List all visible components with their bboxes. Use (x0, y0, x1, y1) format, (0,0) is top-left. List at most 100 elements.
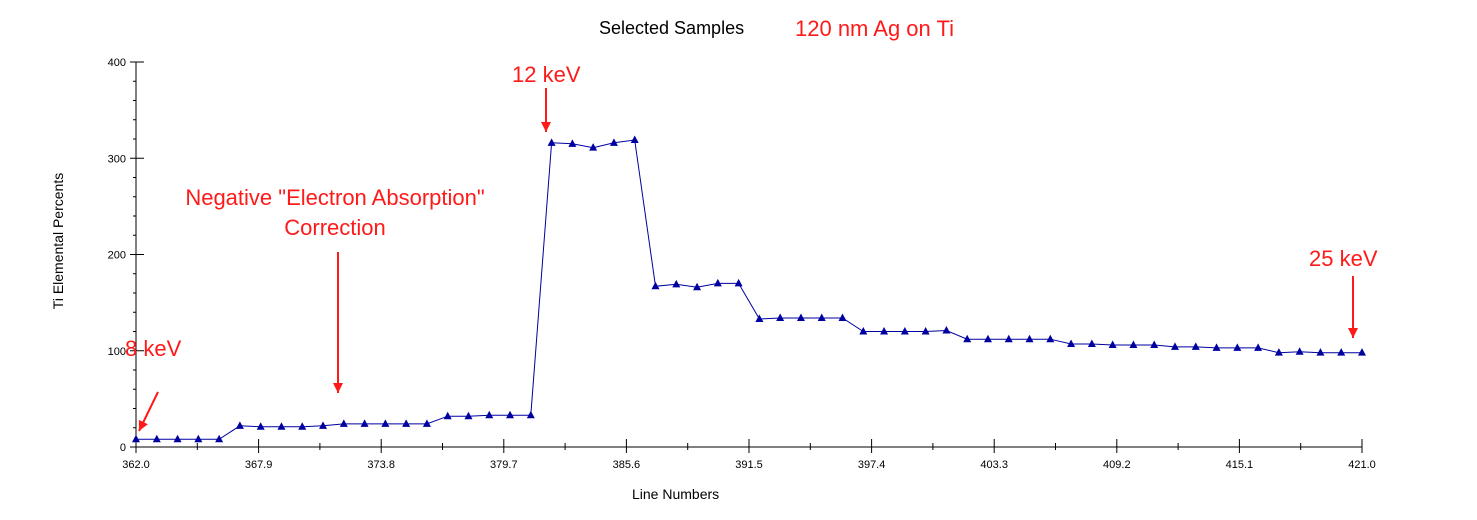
data-point (609, 138, 618, 146)
x-tick-label: 367.9 (245, 459, 273, 471)
data-point (589, 143, 598, 151)
data-point (1004, 334, 1013, 343)
arrow-12kev (541, 88, 551, 132)
series-line (136, 139, 1362, 440)
data-point (838, 313, 847, 322)
data-point (1316, 348, 1325, 356)
y-tick-label: 200 (108, 250, 126, 262)
arrow-head (333, 383, 343, 393)
data-point (963, 334, 972, 343)
data-point (298, 422, 307, 430)
data-point (1150, 340, 1159, 348)
data-point (152, 434, 161, 443)
data-point (132, 434, 140, 443)
annotation-8kev: 8 keV (125, 336, 182, 361)
data-point (1067, 339, 1076, 348)
x-tick-label: 409.2 (1103, 459, 1131, 471)
data-point (339, 419, 348, 427)
x-tick-label: 421.0 (1348, 459, 1376, 471)
data-point (402, 419, 411, 427)
data-point (485, 410, 494, 419)
y-tick-label: 100 (108, 346, 126, 358)
data-point (900, 327, 909, 335)
data-point (256, 422, 265, 430)
data-point (880, 327, 889, 335)
data-point (1170, 342, 1179, 350)
y-tick-label: 0 (120, 442, 126, 454)
data-point (422, 419, 431, 427)
data-point (1129, 340, 1138, 348)
data-point (1108, 340, 1117, 348)
data-point (983, 334, 992, 343)
data-point (1087, 339, 1096, 348)
annotation-correction-line2: Correction (284, 215, 386, 240)
x-ticks: 362.0 367.9 373.8 379.7 385.6 391.5 397.4 403.3… (122, 439, 1376, 471)
data-point (817, 313, 826, 322)
x-tick-label: 362.0 (122, 459, 150, 471)
series (132, 135, 1366, 443)
x-tick-label: 373.8 (367, 459, 395, 471)
x-tick-label: 415.1 (1226, 459, 1254, 471)
data-point (859, 327, 868, 335)
data-point (734, 278, 743, 287)
data-point (547, 138, 556, 146)
data-point (630, 135, 639, 143)
data-point (693, 282, 702, 291)
y-tick-label: 400 (108, 57, 126, 69)
x-tick-label: 403.3 (980, 459, 1008, 471)
chart-title: Selected Samples (599, 18, 745, 38)
data-point (713, 278, 722, 287)
annotation-arrows (138, 88, 1358, 432)
data-point (796, 313, 805, 322)
arrow-head (138, 419, 148, 431)
arrow-correction (333, 252, 343, 393)
x-tick-label: 385.6 (613, 459, 641, 471)
arrow-25kev (1348, 276, 1358, 338)
y-ticks: 0 100 200 300 400 (108, 57, 144, 454)
data-point (1046, 334, 1055, 343)
data-point (464, 411, 473, 420)
data-point (921, 327, 930, 335)
data-point (215, 434, 224, 443)
data-point (173, 434, 182, 443)
data-point (1295, 347, 1304, 355)
data-point (381, 419, 390, 427)
axes (135, 62, 1362, 448)
x-tick-label: 391.5 (735, 459, 763, 471)
data-point (319, 421, 328, 429)
data-point (1233, 343, 1242, 351)
data-point (1025, 334, 1034, 343)
arrow-8kev (138, 391, 159, 432)
y-tick-label: 300 (108, 153, 126, 165)
data-point (235, 421, 244, 429)
annotation-correction-line1: Negative "Electron Absorption" (185, 185, 485, 210)
data-point (1191, 342, 1200, 350)
arrow-head (1348, 328, 1358, 338)
data-point (651, 281, 660, 290)
data-point (1274, 348, 1283, 356)
x-tick-label: 379.7 (490, 459, 518, 471)
data-point (568, 139, 577, 147)
annotation-25kev: 25 keV (1309, 246, 1378, 271)
data-point (1358, 348, 1366, 356)
data-point (277, 422, 286, 430)
data-point (776, 313, 785, 322)
annotation-12kev: 12 keV (512, 62, 581, 87)
data-point (526, 410, 535, 419)
chart-subtitle: 120 nm Ag on Ti (795, 16, 954, 41)
data-point (1254, 343, 1263, 351)
y-axis-label: Ti Elemental Percents (50, 172, 66, 310)
arrow-head (541, 122, 551, 132)
data-point (1212, 343, 1221, 351)
data-point (755, 314, 764, 322)
annotation-correction: Negative "Electron Absorption" Correctio… (185, 183, 484, 243)
data-point (443, 411, 452, 420)
data-point (360, 419, 369, 427)
data-point (942, 326, 951, 334)
data-point (194, 434, 203, 443)
data-point (672, 279, 681, 288)
data-point (1337, 348, 1346, 356)
x-tick-label: 397.4 (858, 459, 886, 471)
data-point (506, 410, 515, 419)
